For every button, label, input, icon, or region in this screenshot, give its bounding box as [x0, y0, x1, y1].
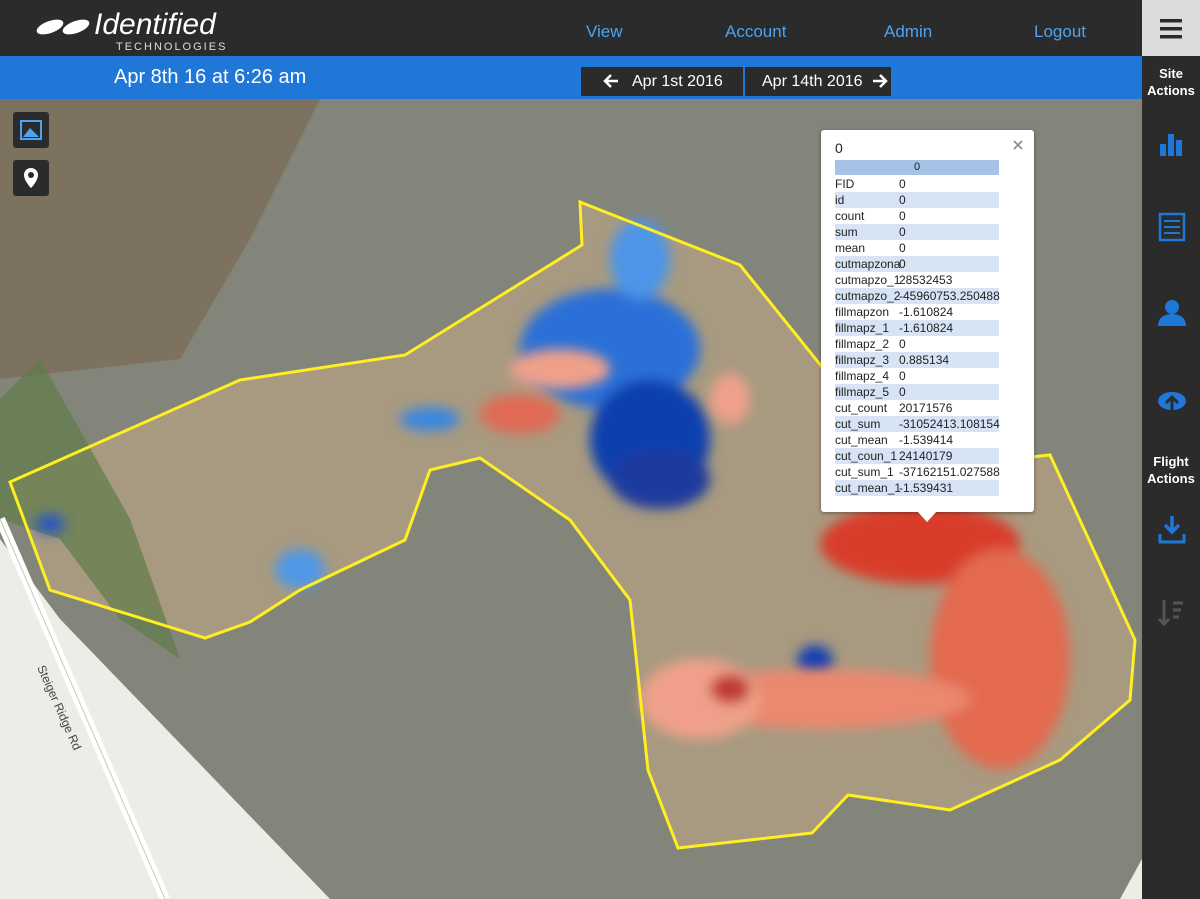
imagery-button[interactable]: [13, 112, 49, 148]
attribute-row: fillmapz_2 0: [835, 336, 999, 352]
attribute-key: count: [835, 209, 865, 223]
upload-icon[interactable]: [1142, 385, 1200, 415]
attribute-key: fillmapz_5: [835, 385, 890, 399]
user-icon[interactable]: [1142, 298, 1200, 328]
cut-areas: [480, 349, 1070, 769]
table-header: 0: [835, 160, 999, 175]
sort-icon: [1157, 600, 1183, 627]
attribute-key: id: [835, 193, 845, 207]
attribute-row: id 0: [835, 192, 999, 208]
attribute-row: FID 0: [835, 176, 999, 192]
attribute-value: 28532453: [899, 273, 953, 287]
attribute-key: cutmapzo_2: [835, 289, 901, 303]
attribute-value: 0: [899, 177, 906, 191]
popup-title: 0: [835, 140, 843, 156]
attribute-row: cut_coun_1 24140179: [835, 448, 999, 464]
attribute-row: cut_sum -31052413.108154: [835, 416, 1000, 432]
attribute-value: 24140179: [899, 449, 953, 463]
prev-flight-button[interactable]: Apr 1st 2016: [581, 67, 743, 96]
attribute-key: cutmapzo_1: [835, 273, 901, 287]
attribute-key: cut_mean: [835, 433, 888, 447]
attribute-value: -31052413.108154: [899, 417, 1000, 431]
attribute-key: fillmapz_1: [835, 321, 890, 335]
attribute-value: -37162151.027588: [899, 465, 1000, 479]
nav-link[interactable]: Logout: [1034, 22, 1086, 41]
attribute-value: 0: [899, 209, 906, 223]
attribute-key: fillmapzon: [835, 305, 890, 319]
attribute-key: mean: [835, 241, 866, 255]
toolbar: Apr 8th 16 at 6:26 am: [0, 56, 1142, 99]
attribute-value: -1.539414: [899, 433, 954, 447]
attribute-key: FID: [835, 177, 855, 191]
nav-link[interactable]: Account: [725, 22, 787, 41]
attribute-row: cutmapzo_1 28532453: [835, 272, 999, 288]
fill-areas: [35, 219, 833, 677]
current-date: Apr 8th 16 at 6:26 am: [114, 66, 307, 88]
attribute-key: cut_count: [835, 401, 888, 415]
sidebar: Site Actions Flight Actions: [1142, 0, 1200, 899]
feature-popup: 0 0 FID 0 id 0 count 0 sum 0 mean 0 cutmapzona 0 cut…: [821, 130, 1034, 522]
attribute-row: sum 0: [835, 224, 999, 240]
attribute-row: cut_sum_1 -37162151.027588: [835, 464, 1000, 480]
attribute-value: 0.885134: [899, 353, 950, 367]
attribute-key: cut_coun_1: [835, 449, 898, 463]
attribute-row: cutmapzona 0: [835, 256, 999, 272]
attribute-row: fillmapzon -1.610824: [835, 304, 999, 320]
attribute-row: mean 0: [835, 240, 999, 256]
close-button[interactable]: [1012, 139, 1024, 151]
attribute-row: fillmapz_5 0: [835, 384, 999, 400]
attribute-value: -1.610824: [899, 321, 954, 335]
logo-text: Identified: [94, 8, 216, 41]
attribute-key: fillmapz_2: [835, 337, 890, 351]
attribute-row: fillmapz_3 0.885134: [835, 352, 999, 368]
attribute-key: cut_mean_1: [835, 481, 902, 495]
prev-flight-label: Apr 1st 2016: [632, 73, 723, 90]
attribute-key: cut_sum_1: [835, 465, 894, 479]
attribute-value: 0: [899, 241, 906, 255]
attribute-value: 20171576: [899, 401, 953, 415]
attribute-row: cut_count 20171576: [835, 400, 999, 416]
header: Identified TECHNOLOGIES View Account Adm…: [0, 0, 1142, 56]
attribute-key: fillmapz_3: [835, 353, 890, 367]
attribute-value: -45960753.250488: [899, 289, 1000, 303]
next-flight-button[interactable]: Apr 14th 2016: [745, 67, 891, 96]
logo-icon: [36, 19, 90, 35]
attribute-key: cut_sum: [835, 417, 881, 431]
nav-link[interactable]: Admin: [884, 22, 933, 41]
attribute-value: 0: [899, 257, 906, 271]
attribute-value: -1.539431: [899, 481, 954, 495]
popup-pointer: [917, 511, 937, 522]
attribute-row: cut_mean_1 -1.539431: [835, 480, 999, 496]
attribute-key: sum: [835, 225, 858, 239]
attribute-row: count 0: [835, 208, 999, 224]
stats-icon[interactable]: [1142, 130, 1200, 160]
attribute-row: fillmapz_1 -1.610824: [835, 320, 999, 336]
site-actions-label: Site Actions: [1147, 66, 1195, 98]
nav-link[interactable]: View: [586, 22, 623, 41]
attribute-key: fillmapz_4: [835, 369, 890, 383]
attribute-value: -1.610824: [899, 305, 954, 319]
attribute-row: cut_mean -1.539414: [835, 432, 999, 448]
logo-subtext: TECHNOLOGIES: [116, 41, 228, 53]
attribute-row: fillmapz_4 0: [835, 368, 999, 384]
attribute-value: 0: [899, 337, 906, 351]
attribute-row: cutmapzo_2 -45960753.250488: [835, 288, 1000, 304]
attribute-value: 0: [899, 369, 906, 383]
attribute-value: 0: [899, 385, 906, 399]
flight-actions-label: Flight Actions: [1147, 454, 1195, 486]
download-icon[interactable]: [1142, 514, 1200, 544]
attribute-key: cutmapzona: [835, 257, 901, 271]
marker-button[interactable]: [13, 160, 49, 196]
attribute-value: 0: [899, 225, 906, 239]
report-icon[interactable]: [1142, 212, 1200, 242]
next-flight-label: Apr 14th 2016: [762, 73, 863, 90]
attribute-value: 0: [899, 193, 906, 207]
menu-button[interactable]: [1142, 0, 1200, 56]
